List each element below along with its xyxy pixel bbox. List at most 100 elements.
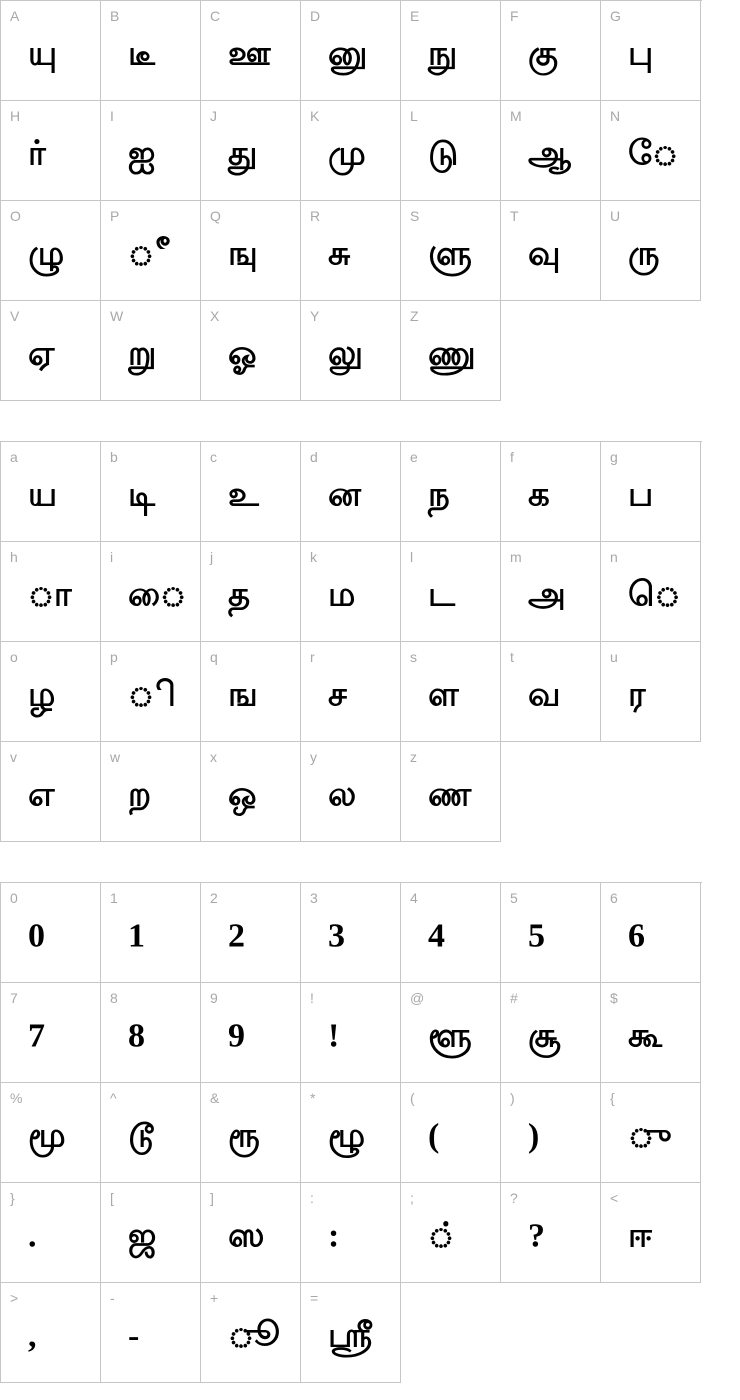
key-label: > (10, 1290, 19, 1306)
key-label: Q (210, 208, 221, 224)
glyph-cell: iை (101, 542, 201, 642)
key-label: j (210, 549, 214, 565)
glyph-cell: ?? (501, 1183, 601, 1283)
key-label: b (110, 449, 118, 465)
glyph-cell: !! (301, 983, 401, 1083)
key-label: * (310, 1090, 316, 1106)
tamil-glyph: : (328, 1217, 340, 1255)
key-label: c (210, 449, 217, 465)
key-label: C (210, 8, 221, 24)
tamil-glyph: கூ (628, 1017, 663, 1055)
tamil-glyph: ல (328, 776, 357, 814)
tamil-glyph: ங (228, 676, 258, 714)
symbols-block: 0 0 1 1 2 2 3 3 4 4 5 5 6 6 7 7 8 8 9 9!! @ ளூ # சூ $ கூ% மூ ^ டூ & ரூ… (0, 882, 702, 1383)
tamil-glyph: ளு (428, 235, 472, 273)
glyph-cell: [ஜ (101, 1183, 201, 1283)
tamil-glyph: ? (528, 1217, 545, 1255)
tamil-glyph: மு (328, 135, 366, 173)
tamil-glyph: யு (28, 35, 58, 73)
key-label: t (510, 649, 514, 665)
key-label: ? (510, 1190, 518, 1206)
tamil-glyph: ஒ (228, 776, 257, 814)
glyph-cell: }. (1, 1183, 101, 1283)
key-label: 0 (10, 890, 18, 906)
key-label: x (210, 749, 217, 765)
key-label: 6 (610, 890, 618, 906)
tamil-glyph: று (128, 335, 157, 373)
tamil-glyph: க (528, 476, 550, 514)
glyph-cell: K மு (301, 101, 401, 201)
tamil-glyph: ் (428, 1217, 459, 1255)
key-label: m (510, 549, 522, 565)
tamil-glyph: பு (628, 35, 654, 73)
tamil-glyph: ) (528, 1117, 540, 1155)
glyph-cell: U ரு (601, 201, 701, 301)
key-label: z (410, 749, 417, 765)
tamil-glyph: ு (628, 1117, 672, 1155)
tamil-glyph: 9 (228, 1017, 245, 1055)
key-label: L (410, 108, 418, 124)
key-label: F (510, 8, 519, 24)
key-label: B (110, 8, 120, 24)
tamil-glyph: நு (428, 35, 458, 73)
key-label: : (310, 1190, 314, 1206)
tamil-glyph: கு (528, 35, 559, 73)
tamil-glyph: லு (328, 335, 364, 373)
key-label: q (210, 649, 218, 665)
key-label: } (10, 1190, 15, 1206)
glyph-cell: R சு (301, 201, 401, 301)
key-label: k (310, 549, 317, 565)
key-label: w (110, 749, 121, 765)
key-label: V (10, 308, 20, 324)
key-label: 1 (110, 890, 118, 906)
tamil-glyph: மூ (28, 1117, 66, 1155)
key-label: ^ (110, 1090, 117, 1106)
tamil-glyph: சு (328, 235, 351, 273)
glyph-cell: >, (1, 1283, 101, 1383)
tamil-glyph: ை (128, 576, 187, 614)
glyph-cell: % மூ (1, 1083, 101, 1183)
glyph-cell: < ஈ (601, 1183, 701, 1283)
glyph-cell: H ர் (1, 101, 101, 201)
glyph-cell: O ழு (1, 201, 101, 301)
key-label: r (310, 649, 315, 665)
glyph-cell: Q ஙு (201, 201, 301, 301)
tamil-glyph: டு (428, 135, 459, 173)
tamil-glyph: த (228, 576, 251, 614)
glyph-cell: F கு (501, 1, 601, 101)
key-label: < (610, 1190, 619, 1206)
tamil-glyph: ரு (628, 235, 660, 273)
key-label: ! (310, 990, 314, 1006)
tamil-glyph: ூ (228, 1317, 280, 1355)
tamil-glyph: சூ (528, 1017, 561, 1055)
glyph-cell: )) (501, 1083, 601, 1183)
glyph-cell: W று (101, 301, 201, 401)
tamil-glyph: உ (228, 476, 259, 514)
tamil-glyph: ய (28, 476, 58, 514)
key-label: Z (410, 308, 419, 324)
glyph-cell: * ழூ (301, 1083, 401, 1183)
tamil-glyph: ம (328, 576, 356, 614)
glyph-cell: $ கூ (601, 983, 701, 1083)
key-label: = (310, 1290, 319, 1306)
tamil-glyph: ஜ (128, 1217, 157, 1255)
key-label: T (510, 208, 519, 224)
key-label: 7 (10, 990, 18, 1006)
glyph-cell: = ஸ்ரீ (301, 1283, 401, 1383)
glyph-cell: b டி (101, 442, 201, 542)
key-label: 5 (510, 890, 518, 906)
lowercase-block: a ய b டி c உ d ன e ந f க g ப hா iை j த k ம l ட m அ nெ o ழ pி q ங r ச s ள t… (0, 441, 702, 842)
